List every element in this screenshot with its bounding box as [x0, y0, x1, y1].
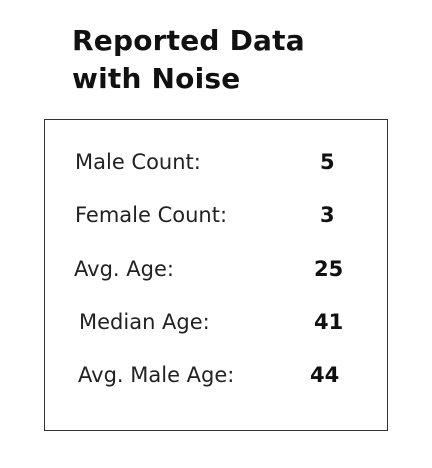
stat-row-avg-male-age: Avg. Male Age: 44: [45, 360, 387, 390]
stat-label: Male Count:: [75, 150, 201, 174]
stat-label: Median Age:: [79, 310, 210, 334]
stat-row-female-count: Female Count: 3: [45, 200, 387, 230]
stat-label: Female Count:: [75, 203, 228, 227]
title-line-2: with Noise: [72, 62, 241, 95]
stat-label: Avg. Age:: [74, 257, 174, 281]
stat-value: 5: [320, 150, 335, 174]
title-line-1: Reported Data: [72, 24, 305, 57]
stat-value: 25: [314, 257, 344, 281]
stats-panel: Male Count: 5 Female Count: 3 Avg. Age: …: [44, 119, 388, 431]
stat-row-median-age: Median Age: 41: [45, 307, 387, 337]
stat-row-male-count: Male Count: 5: [45, 147, 387, 177]
stat-value: 44: [310, 363, 340, 387]
stat-label: Avg. Male Age:: [78, 363, 235, 387]
page-title: Reported Data with Noise: [72, 22, 305, 98]
stat-row-avg-age: Avg. Age: 25: [45, 254, 387, 284]
stat-value: 3: [320, 203, 335, 227]
stat-value: 41: [314, 310, 344, 334]
